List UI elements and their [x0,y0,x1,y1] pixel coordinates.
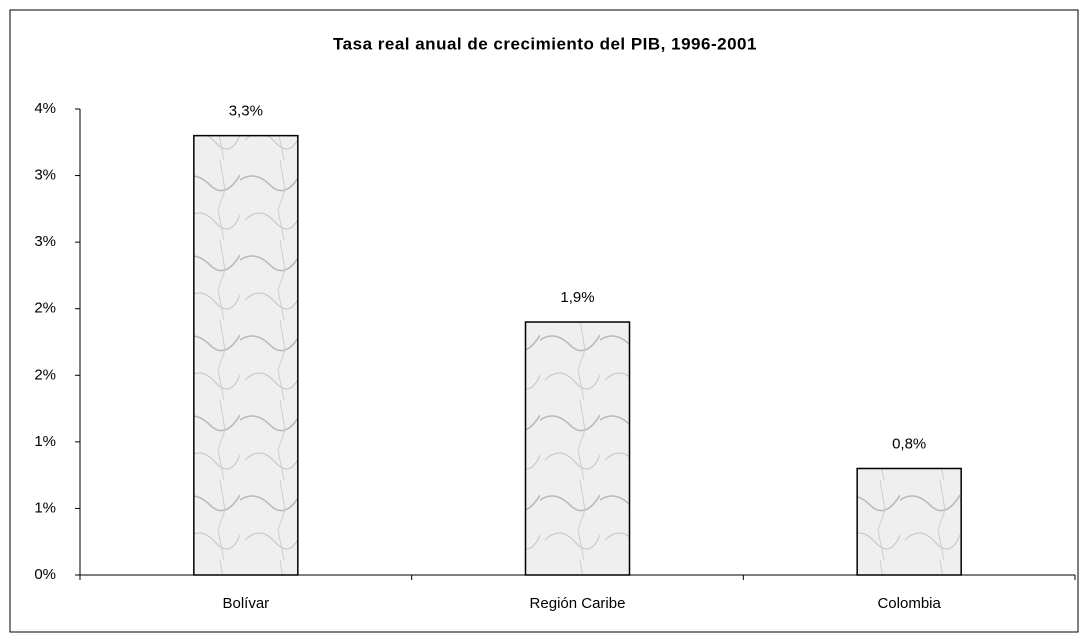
x-tick-label: Bolívar [222,595,269,612]
y-tick-label: 2% [34,300,56,317]
data-label: 1,9% [560,289,594,306]
y-tick-label: 3% [34,167,56,184]
bar [524,321,631,576]
y-tick-label: 1% [34,433,56,450]
y-tick-label: 2% [34,366,56,383]
y-tick-label: 3% [34,233,56,250]
y-tick-label: 1% [34,499,56,516]
x-tick-label: Colombia [877,595,941,612]
data-label: 3,3% [229,103,263,120]
x-tick-label: Región Caribe [530,595,626,612]
chart-title: Tasa real anual de crecimiento del PIB, … [333,34,757,53]
data-label: 0,8% [892,435,926,452]
y-tick-label: 0% [34,566,56,583]
y-tick-label: 4% [34,100,56,117]
bar [193,134,299,576]
bar [856,467,962,576]
